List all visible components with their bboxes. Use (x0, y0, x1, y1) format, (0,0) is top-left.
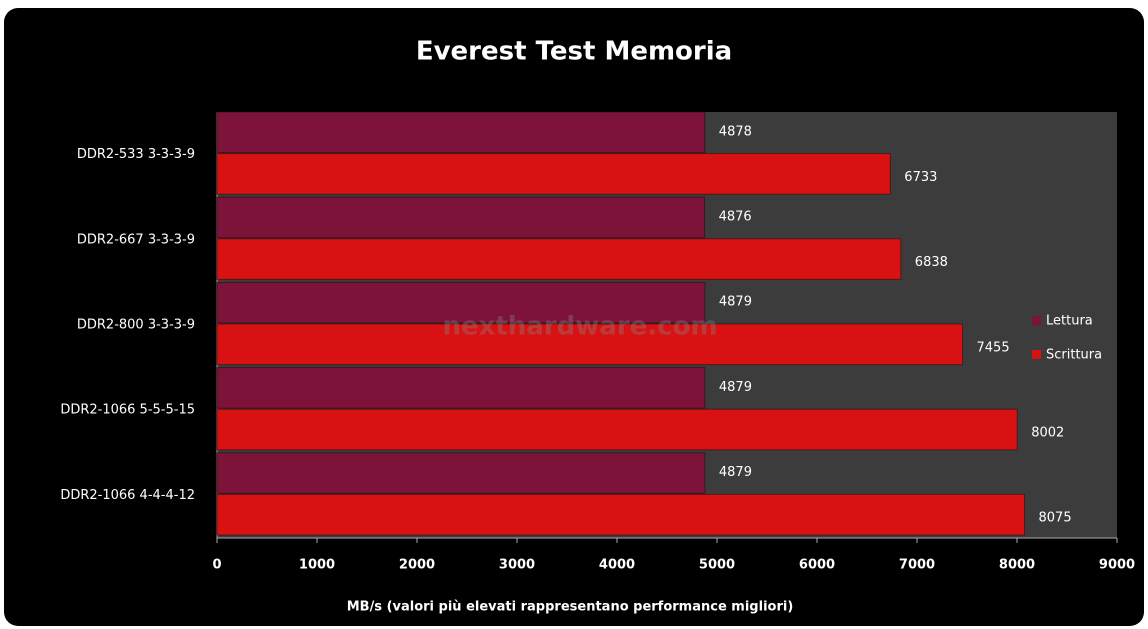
x-tick-label: 3000 (499, 558, 535, 573)
bar (216, 111, 706, 154)
legend-swatch (1032, 316, 1041, 325)
value-label: 8002 (1031, 426, 1064, 441)
value-label: 4876 (719, 210, 752, 225)
x-tick-label: 1000 (299, 558, 335, 573)
legend-label: Lettura (1046, 314, 1093, 329)
x-tick-label: 6000 (799, 558, 835, 573)
bar (216, 493, 1025, 536)
value-label: 4879 (719, 465, 752, 480)
bar (216, 408, 1018, 451)
watermark: nexthardware.com (442, 312, 717, 342)
value-label: 4879 (719, 295, 752, 310)
x-tick-label: 5000 (699, 558, 735, 573)
bar (216, 153, 891, 195)
marks: 0 1000 2000 3000 4000 5000 6000 7000 8000 9000 DDR… (60, 111, 1135, 573)
x-tick-label: 2000 (399, 558, 435, 573)
legend-swatch (1032, 350, 1041, 359)
bar (216, 323, 963, 366)
y-tick-label: DDR2-533 3-3-3-9 (77, 147, 195, 162)
x-axis-label: MB/s (valori più elevati rappresentano p… (347, 600, 794, 615)
value-label: 4879 (719, 380, 752, 395)
legend-label: Scrittura (1046, 348, 1102, 363)
y-tick-label: DDR2-1066 4-4-4-12 (60, 488, 195, 503)
bar (216, 196, 706, 239)
y-tick-label: DDR2-667 3-3-3-9 (77, 232, 195, 247)
chart-title: Everest Test Memoria (416, 37, 732, 67)
value-label: 6733 (904, 170, 937, 185)
x-tick-label: 8000 (999, 558, 1035, 573)
value-label: 4878 (719, 124, 752, 139)
y-tick-label: DDR2-800 3-3-3-9 (77, 318, 195, 333)
bar (216, 281, 706, 324)
bar (216, 238, 902, 280)
value-label: 8075 (1039, 511, 1072, 526)
y-tick-label: DDR2-1066 5-5-5-15 (60, 403, 195, 418)
x-tick-label: 4000 (599, 558, 635, 573)
x-tick-label: 0 (212, 558, 221, 573)
x-tick-label: 7000 (899, 558, 935, 573)
bar (216, 367, 706, 409)
bar (216, 452, 706, 494)
value-label: 6838 (915, 255, 948, 270)
value-label: 7455 (977, 340, 1010, 355)
x-tick-label: 9000 (1099, 558, 1135, 573)
